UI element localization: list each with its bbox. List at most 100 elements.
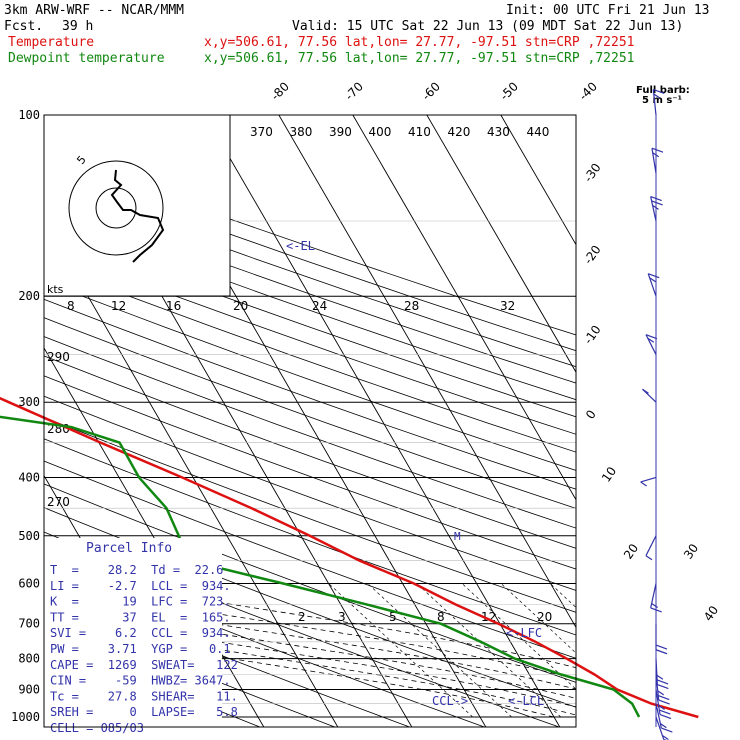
wind-barb-feather [659, 714, 672, 720]
valid-time: Valid: 15 UTC Sat 22 Jun 13 (09 MDT Sat … [292, 19, 683, 34]
wind-barb-feather [650, 607, 662, 613]
mixing-ratio-line [461, 583, 576, 690]
isotherm-label: -50 [497, 79, 521, 103]
mixing-ratio-label: 8 [437, 610, 445, 624]
parcel-info-row: Tc = 27.8 SHEAR= 11. [50, 689, 238, 703]
theta-label: 270 [47, 495, 70, 509]
mixing-ratio-lines [328, 583, 576, 718]
wind-barb-staff [652, 89, 657, 116]
plot-frame [43, 114, 577, 728]
wind-barb [647, 273, 660, 297]
isotherm-line [278, 115, 576, 629]
wind-barb-feather [657, 690, 665, 696]
wind-barb-feather [649, 277, 656, 283]
wind-barb [651, 147, 664, 174]
dry-adiabat [44, 438, 576, 636]
wind-barb-feather [640, 481, 647, 487]
parcel-info-panel: Parcel Info T = 28.2 Td = 22.6 LI = -2.7 … [44, 538, 238, 735]
isotherm-label: 40 [701, 603, 721, 624]
mixing-ratio-line [328, 583, 473, 718]
isotherm-label: 10 [599, 464, 619, 485]
dry-adiabat [44, 610, 336, 727]
wind-barb-staff [645, 334, 657, 355]
mixing-ratio-label: 5 [389, 610, 397, 624]
dry-adiabat [44, 460, 576, 659]
pressure-label-300: 300 [18, 395, 40, 409]
wind-barb [650, 583, 662, 613]
wind-barb-feather [652, 204, 659, 210]
parcel-info-background [44, 538, 222, 727]
mixing-ratio-line [500, 583, 576, 654]
wind-barb [655, 623, 668, 655]
wind-barb-feather [651, 147, 664, 153]
dry-adiabat [44, 280, 576, 471]
wind-barb-feather [662, 734, 669, 740]
wind-barb [652, 88, 665, 116]
mixing-ratio-label: 24 [312, 299, 327, 313]
theta-e-label: 390 [329, 125, 352, 139]
mixing-ratio-label: 20 [233, 299, 248, 313]
mixing-ratio-line [549, 583, 576, 608]
isotherm-line [204, 115, 561, 727]
wind-barb-feather [651, 602, 658, 608]
wind-barb-feather [651, 200, 663, 206]
wind-barb-feather [658, 705, 665, 711]
wind-barbs [640, 88, 673, 740]
isotherm-label: -70 [342, 79, 366, 103]
legend-temperature-name: Temperature [8, 35, 94, 50]
wind-barb [650, 196, 663, 222]
mixing-ratio-label: 16 [166, 299, 181, 313]
pressure-label-500: 500 [18, 529, 40, 543]
isotherm-label: -60 [419, 79, 443, 103]
wind-barb [640, 476, 657, 487]
theta-e-label: 370 [250, 125, 273, 139]
wind-barb-staff [647, 273, 657, 297]
dry-adiabat [44, 246, 576, 435]
wind-barb-feather [659, 709, 671, 715]
lfc-marker: <-LFC [506, 626, 542, 640]
isotherm-label: -30 [581, 161, 604, 185]
mixing-ratio-line [416, 583, 562, 718]
pressure-label-400: 400 [18, 470, 40, 484]
wind-barb-feather [645, 334, 658, 340]
pressure-label-200: 200 [18, 289, 40, 303]
parcel-info-row: PW = 3.71 YGP = 0.1 [50, 642, 231, 656]
parcel-info-row: T = 28.2 Td = 22.6 [50, 563, 223, 577]
wind-barb-feather [655, 644, 668, 650]
pressure-label-100: 100 [18, 108, 40, 122]
theta-e-label: 400 [369, 125, 392, 139]
dry-adiabat [44, 181, 576, 368]
lcl-marker: <-LCL [508, 694, 544, 708]
dry-adiabat [44, 483, 576, 683]
theta-e-label: 410 [408, 125, 431, 139]
isotherm-label: 0 [583, 407, 599, 421]
dry-adiabat [44, 416, 576, 613]
forecast-label: Fcst. [4, 19, 43, 34]
wind-barb-feather [652, 152, 660, 158]
wind-barb [655, 703, 673, 733]
dry-adiabat [44, 298, 576, 490]
parcel-info-row: SVI = 6.2 CCL = 934. [50, 626, 231, 640]
moist-adiabat [44, 606, 576, 699]
theta-e-label: 430 [487, 125, 510, 139]
hodograph-outer-ring [68, 160, 164, 256]
wind-barb [655, 674, 670, 705]
wind-barb-feather [660, 723, 667, 729]
hodograph-inner-ring [95, 187, 137, 229]
parcel-info-row: SREH = 0 LAPSE= 5.8 [50, 705, 238, 719]
isotherm-line [500, 115, 576, 246]
parcel-info-row: CAPE = 1269 SWEAT= 122 [50, 658, 238, 672]
mixing-ratio-label: 32 [500, 299, 515, 313]
model-title: 3km ARW-WRF -- NCAR/MMM [4, 3, 184, 18]
wind-barb-feather [647, 337, 655, 343]
mixing-ratio-label: 3 [338, 610, 346, 624]
mixing-ratio-label: 20 [537, 610, 552, 624]
isotherm-line [426, 115, 576, 374]
wind-barb [645, 535, 657, 561]
el-marker: <-EL [286, 239, 315, 253]
wind-barb-staff [640, 476, 657, 483]
pressure-label-1000: 1000 [11, 710, 40, 724]
parcel-info-row: CIN = -59 HWBZ= 3647. [50, 674, 231, 688]
dry-adiabat [44, 196, 576, 384]
ccl-marker: CCL-> [432, 694, 468, 708]
